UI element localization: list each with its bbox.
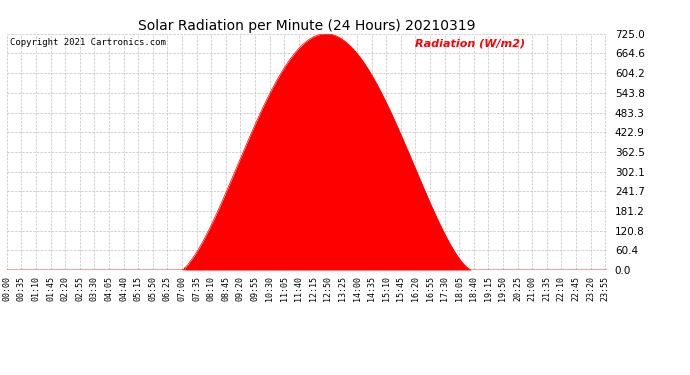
Text: Copyright 2021 Cartronics.com: Copyright 2021 Cartronics.com — [10, 39, 166, 48]
Text: Radiation (W/m2): Radiation (W/m2) — [415, 39, 525, 48]
Title: Solar Radiation per Minute (24 Hours) 20210319: Solar Radiation per Minute (24 Hours) 20… — [138, 19, 476, 33]
